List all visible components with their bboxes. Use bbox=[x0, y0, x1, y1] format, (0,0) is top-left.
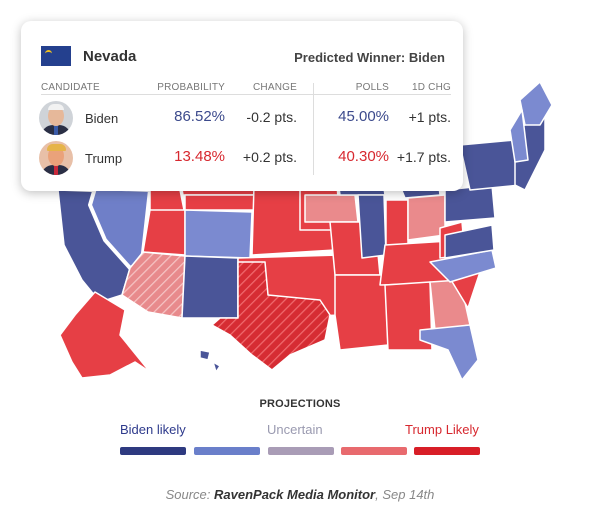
header-candidate: CANDIDATE bbox=[41, 82, 100, 93]
change-value: -0.2 pts. bbox=[246, 109, 297, 125]
candidate-name: Biden bbox=[85, 111, 119, 126]
nevada-flag-icon bbox=[41, 46, 71, 66]
legend-swatch-trump-likely bbox=[414, 447, 480, 455]
state-virginia bbox=[444, 224, 495, 259]
state-illinois bbox=[357, 194, 387, 259]
one-day-change-value: +1 pts. bbox=[408, 109, 451, 125]
header-probability: PROBABILITY bbox=[157, 82, 225, 93]
legend-swatch-biden-lean bbox=[194, 447, 260, 455]
candidate-name: Trump bbox=[85, 151, 123, 166]
polls-value: 45.00% bbox=[338, 108, 389, 125]
legend-uncertain-label: Uncertain bbox=[267, 422, 323, 437]
state-iowa-lean bbox=[304, 194, 359, 223]
column-divider bbox=[313, 83, 314, 175]
state-wyoming bbox=[184, 194, 256, 211]
predicted-winner: Predicted Winner: Biden bbox=[294, 50, 445, 65]
state-alaska bbox=[59, 291, 151, 379]
source-note: Source: RavenPack Media Monitor, Sep 14t… bbox=[0, 487, 600, 502]
legend-trump-label: Trump Likely bbox=[405, 422, 479, 437]
state-florida bbox=[419, 324, 479, 381]
header-change: CHANGE bbox=[253, 82, 297, 93]
polls-value: 40.30% bbox=[338, 148, 389, 165]
state-new-hampshire bbox=[509, 109, 529, 163]
probability-value: 13.48% bbox=[174, 148, 225, 165]
legend-title: PROJECTIONS bbox=[259, 398, 341, 410]
legend-biden-label: Biden likely bbox=[120, 422, 186, 437]
state-name: Nevada bbox=[83, 48, 137, 65]
legend-swatch-biden-likely bbox=[120, 447, 186, 455]
state-utah bbox=[142, 209, 186, 256]
candidate-row: Biden 86.52% -0.2 pts. 45.00% +1 pts. bbox=[21, 99, 463, 139]
trump-avatar bbox=[39, 141, 73, 175]
state-new-mexico bbox=[181, 255, 239, 319]
legend-swatch-trump-lean bbox=[341, 447, 407, 455]
state-hawaii-2 bbox=[212, 361, 221, 373]
state-maine bbox=[519, 81, 553, 126]
change-value: +0.2 pts. bbox=[242, 149, 297, 165]
legend-swatch-uncertain bbox=[268, 447, 334, 455]
candidate-row: Trump 13.48% +0.2 pts. 40.30% +1.7 pts. bbox=[21, 139, 463, 179]
state-colorado bbox=[184, 209, 253, 259]
state-info-card: Nevada Predicted Winner: Biden CANDIDATE… bbox=[21, 21, 463, 191]
source-prefix: Source: bbox=[165, 487, 215, 502]
header-one-day-change: 1D CHG bbox=[412, 82, 451, 93]
one-day-change-value: +1.7 pts. bbox=[396, 149, 451, 165]
header-divider bbox=[41, 94, 451, 95]
source-suffix: , Sep 14th bbox=[375, 487, 435, 502]
probability-value: 86.52% bbox=[174, 108, 225, 125]
state-new-york bbox=[459, 139, 521, 191]
state-hawaii bbox=[199, 349, 211, 361]
header-polls: POLLS bbox=[355, 82, 389, 93]
biden-avatar bbox=[39, 101, 73, 135]
state-texas bbox=[211, 261, 331, 371]
state-arkansas-louisiana bbox=[334, 274, 389, 351]
source-name: RavenPack Media Monitor bbox=[214, 487, 376, 502]
